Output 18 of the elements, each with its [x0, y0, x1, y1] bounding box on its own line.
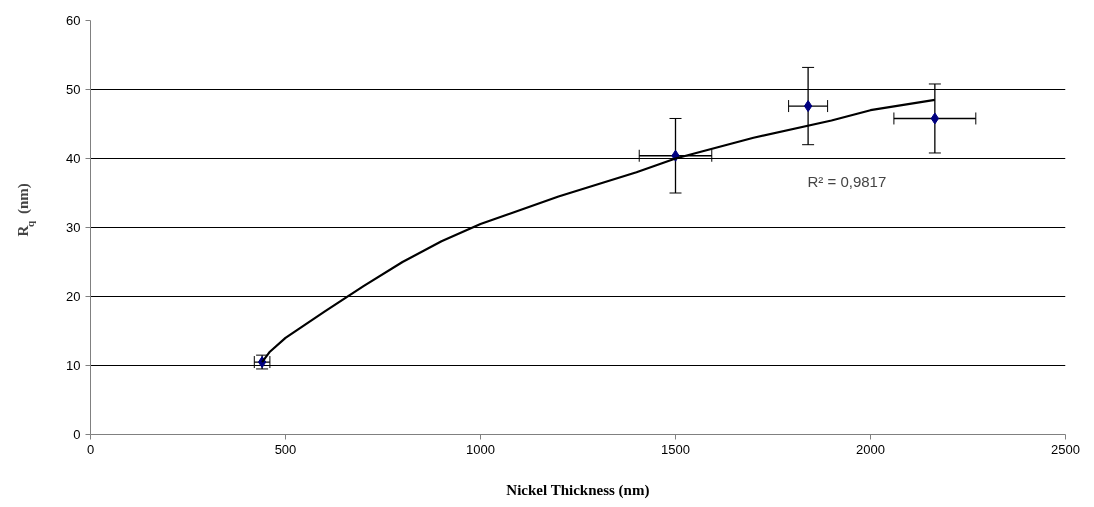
x-tick-label: 0: [86, 441, 95, 457]
point: [803, 100, 813, 113]
x-tick-label: 2500: [1051, 441, 1080, 457]
y-tick-label: 0: [73, 427, 81, 442]
annotation: R² = 0,9817: [807, 172, 887, 190]
x-tick-label: 2000: [856, 441, 885, 457]
x-tick-label: 500: [274, 441, 297, 457]
y-tick-label: 50: [66, 82, 81, 97]
x-tick-label: 1500: [661, 441, 690, 457]
y-tick-label: 40: [66, 151, 81, 166]
x-axis-title: Nickel Thickness (nm): [506, 481, 650, 499]
point: [930, 112, 940, 125]
y-axis-title: Rq (nm): [14, 183, 36, 237]
x-tick-label: 1000: [466, 441, 495, 457]
y-tick-label: 20: [66, 289, 81, 304]
y-tick-label: 30: [66, 220, 81, 235]
y-tick-label: 10: [66, 358, 81, 373]
y-tick-label: 60: [66, 13, 81, 28]
